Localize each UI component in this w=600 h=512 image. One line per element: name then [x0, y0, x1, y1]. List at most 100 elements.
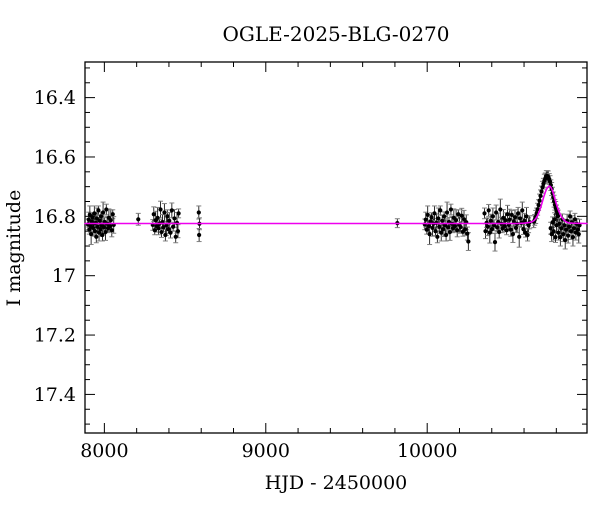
data-point	[463, 227, 468, 232]
data-point	[173, 234, 178, 239]
data-point	[430, 225, 435, 231]
data-point	[550, 220, 555, 225]
data-point	[563, 237, 568, 243]
data-point	[522, 218, 527, 223]
data-point	[107, 224, 112, 229]
data-point	[575, 227, 580, 232]
data-point	[158, 207, 163, 212]
data-point	[517, 234, 522, 239]
data-point	[490, 214, 495, 219]
data-point	[557, 221, 562, 226]
data-point	[492, 240, 498, 245]
data-point	[503, 218, 508, 223]
data-point	[155, 215, 160, 220]
data-point	[547, 179, 553, 184]
data-point	[513, 225, 519, 231]
data-point	[507, 217, 512, 222]
data-point	[510, 232, 516, 237]
data-point	[485, 224, 490, 229]
data-point	[439, 230, 444, 235]
data-point	[502, 224, 507, 229]
axis-tick-labels: 8000 9000 10000 16.4 16.6 16.8 17 17.2 17.4	[34, 87, 458, 462]
data-point	[94, 216, 100, 221]
y-tick-label: 17.4	[34, 384, 76, 406]
data-point	[576, 232, 581, 237]
data-point	[461, 217, 467, 222]
data-point	[482, 211, 487, 216]
data-point	[159, 229, 164, 235]
data-point	[152, 228, 157, 233]
data-point	[537, 198, 542, 203]
plot-frame	[84, 61, 588, 434]
data-point	[136, 217, 141, 222]
data-point	[488, 218, 493, 223]
model-curve-layer	[84, 185, 588, 225]
data-point	[98, 214, 104, 219]
data-point	[515, 211, 521, 216]
data-point	[109, 228, 114, 233]
data-point	[524, 214, 529, 219]
data-point	[100, 210, 106, 215]
data-point	[564, 227, 569, 232]
data-point	[567, 214, 573, 219]
data-point	[176, 211, 181, 216]
data-point	[163, 232, 168, 238]
data-point	[566, 233, 571, 238]
data-point	[423, 217, 428, 222]
axis-ticks-layer	[85, 62, 587, 433]
data-point	[498, 207, 503, 212]
data-point	[559, 226, 564, 231]
data-point	[539, 189, 544, 194]
data-point	[538, 193, 543, 198]
data-point	[566, 224, 572, 229]
data-point	[465, 231, 470, 236]
data-point	[536, 202, 541, 208]
data-point	[466, 239, 471, 244]
data-point	[497, 229, 502, 235]
data-point	[427, 232, 432, 237]
data-point	[90, 215, 95, 220]
y-tick-label: 16.8	[34, 206, 76, 228]
x-axis-title: HJD - 2450000	[265, 472, 408, 494]
data-point	[483, 229, 488, 234]
data-point	[518, 216, 523, 221]
data-point	[165, 214, 170, 219]
data-point	[442, 214, 447, 219]
data-point	[486, 208, 491, 213]
data-point	[504, 228, 509, 233]
data-point	[444, 210, 450, 215]
data-point	[162, 210, 167, 215]
y-tick-label: 16.4	[34, 87, 76, 109]
data-point	[555, 214, 560, 219]
data-point	[425, 212, 430, 217]
data-point	[558, 235, 563, 240]
data-point	[458, 224, 463, 230]
y-tick-label: 17.2	[34, 325, 76, 347]
data-point	[552, 217, 557, 222]
data-point	[432, 211, 437, 216]
data-point	[525, 232, 530, 238]
x-tick-label: 9000	[242, 440, 290, 462]
data-point	[448, 207, 454, 212]
data-point	[453, 218, 459, 223]
data-point	[447, 229, 453, 235]
data-point	[521, 226, 526, 232]
data-point	[436, 216, 441, 221]
data-point	[166, 226, 171, 232]
data-point	[86, 217, 91, 222]
data-point	[426, 224, 431, 229]
data-point	[429, 215, 434, 220]
data-point	[438, 208, 443, 213]
data-point	[577, 223, 582, 228]
data-point	[570, 235, 576, 240]
data-point	[101, 225, 106, 230]
data-point	[487, 230, 492, 235]
data-point	[172, 216, 177, 221]
data-point	[428, 219, 433, 224]
data-point	[494, 210, 499, 215]
data-point	[103, 229, 108, 235]
data-point	[197, 232, 202, 238]
data-point	[108, 218, 113, 223]
data-point	[168, 230, 173, 235]
